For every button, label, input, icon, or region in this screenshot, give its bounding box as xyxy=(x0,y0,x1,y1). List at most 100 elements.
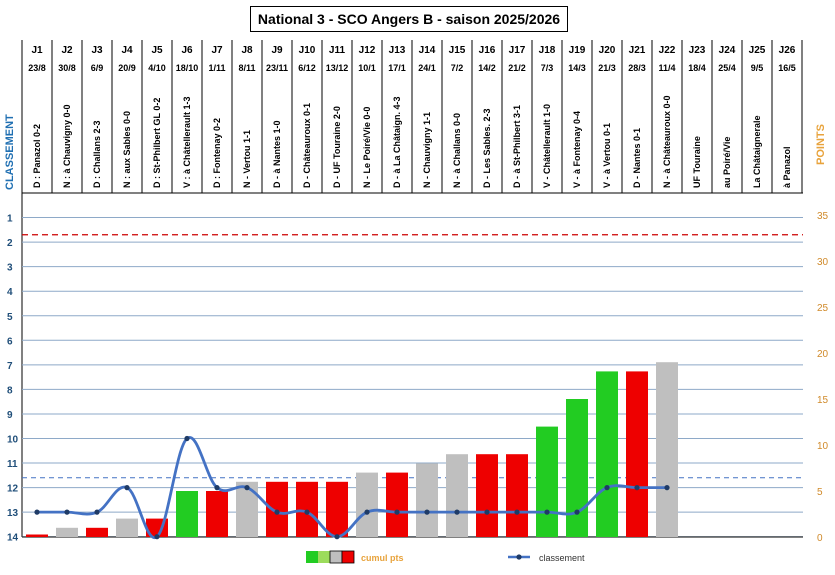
date-label: 7/2 xyxy=(451,63,464,73)
points-bar xyxy=(116,518,138,537)
date-label: 9/5 xyxy=(751,63,764,73)
points-bar xyxy=(56,527,78,537)
match-label: à Panazol xyxy=(782,146,792,188)
points-bar xyxy=(626,371,648,537)
rank-tick-label: 12 xyxy=(7,484,19,495)
match-label: V - à Fontenay 0-4 xyxy=(572,111,582,188)
journee-label: J5 xyxy=(151,45,163,56)
date-label: 23/11 xyxy=(266,63,288,73)
classement-point xyxy=(214,485,220,491)
classement-point xyxy=(274,509,280,515)
points-bar xyxy=(266,481,288,537)
classement-point xyxy=(334,534,340,540)
match-label: D - Les Sables. 2-3 xyxy=(482,108,492,188)
date-label: 10/1 xyxy=(358,63,376,73)
legend-swatch-win-light xyxy=(318,551,330,563)
date-label: 7/3 xyxy=(541,63,554,73)
journee-label: J17 xyxy=(509,45,526,56)
points-bar xyxy=(446,454,468,537)
date-label: 24/1 xyxy=(418,63,436,73)
date-label: 17/1 xyxy=(388,63,406,73)
match-label: V - Châtellerault 1-0 xyxy=(542,104,552,188)
date-label: 6/9 xyxy=(91,63,104,73)
legend-line-marker xyxy=(516,554,522,560)
rank-tick-label: 8 xyxy=(7,385,13,396)
date-label: 28/3 xyxy=(628,63,646,73)
points-bar xyxy=(236,481,258,537)
match-label: au Poiré/Vie xyxy=(722,137,732,188)
classement-point xyxy=(574,509,580,515)
match-label: N - Le Poiré/Vie 0-0 xyxy=(362,107,372,188)
date-label: 20/9 xyxy=(118,63,136,73)
classement-point xyxy=(394,509,400,515)
classement-point xyxy=(484,509,490,515)
match-label: N : à Chauvigny 0-0 xyxy=(62,104,72,188)
date-label: 4/10 xyxy=(148,63,166,73)
rank-tick-label: 11 xyxy=(7,459,18,470)
points-bar xyxy=(656,362,678,537)
points-bar xyxy=(596,371,618,537)
points-tick-label: 20 xyxy=(817,349,829,360)
rank-tick-label: 4 xyxy=(7,287,13,298)
journee-label: J12 xyxy=(359,45,376,56)
match-label: N : aux Sables 0-0 xyxy=(122,111,132,188)
journee-label: J25 xyxy=(749,45,766,56)
classement-point xyxy=(184,435,190,442)
rank-tick-label: 10 xyxy=(7,435,19,446)
date-label: 21/2 xyxy=(508,63,526,73)
rank-tick-label: 13 xyxy=(7,508,19,519)
classement-point xyxy=(244,485,250,491)
points-bar xyxy=(296,481,318,537)
classement-point xyxy=(604,485,610,491)
date-label: 13/12 xyxy=(326,63,349,73)
journee-label: J6 xyxy=(181,45,193,56)
points-bar xyxy=(506,454,528,537)
journee-label: J9 xyxy=(271,45,283,56)
points-bar xyxy=(326,481,348,537)
classement-point xyxy=(514,509,520,515)
journee-label: J8 xyxy=(241,45,253,56)
date-label: 25/4 xyxy=(718,63,736,73)
classement-point xyxy=(544,509,550,515)
left-axis-title: CLASSEMENT xyxy=(4,114,16,190)
rank-tick-label: 6 xyxy=(7,336,13,347)
date-label: 23/8 xyxy=(28,63,46,73)
classement-point xyxy=(364,509,370,515)
legend-swatch-draw xyxy=(329,550,343,564)
journee-label: J21 xyxy=(629,45,646,56)
match-label: D : Fontenay 0-2 xyxy=(212,118,222,188)
date-label: 14/2 xyxy=(478,63,496,73)
date-label: 18/10 xyxy=(176,63,199,73)
journee-label: J23 xyxy=(689,45,706,56)
journee-label: J13 xyxy=(389,45,406,56)
match-label: La Châtaignerale xyxy=(752,115,762,188)
match-label: N - à Châteauroux 0-0 xyxy=(662,95,672,188)
points-bar xyxy=(416,463,438,537)
journee-label: J2 xyxy=(61,45,73,56)
match-label: N - à Challans 0-0 xyxy=(452,113,462,188)
match-label: N - Vertou 1-1 xyxy=(242,130,252,188)
journee-label: J3 xyxy=(91,45,103,56)
match-label: D - à La Châtaign. 4-3 xyxy=(392,96,402,188)
points-tick-label: 10 xyxy=(817,441,829,452)
journee-label: J1 xyxy=(31,45,43,56)
journee-label: J26 xyxy=(779,45,796,56)
classement-point xyxy=(634,485,640,491)
journee-label: J7 xyxy=(211,45,223,56)
classement-point xyxy=(664,485,670,491)
points-bar xyxy=(386,472,408,537)
points-bar xyxy=(176,491,198,537)
journee-label: J24 xyxy=(719,45,736,56)
classement-point xyxy=(34,509,40,515)
match-label: D : St-Philbert GL 0-2 xyxy=(152,98,162,188)
date-label: 18/4 xyxy=(688,63,706,73)
rank-tick-label: 7 xyxy=(7,361,13,372)
match-label: D - Châteauroux 0-1 xyxy=(302,103,312,188)
match-label: N - Chauvigny 1-1 xyxy=(422,112,432,188)
points-tick-label: 25 xyxy=(817,303,829,314)
classement-point xyxy=(304,509,310,515)
legend-swatch-loss xyxy=(341,550,355,564)
rank-tick-label: 5 xyxy=(7,312,13,323)
match-label: D - à Nantes 1-0 xyxy=(272,120,282,188)
match-label: D - à St-Philbert 3-1 xyxy=(512,105,522,188)
